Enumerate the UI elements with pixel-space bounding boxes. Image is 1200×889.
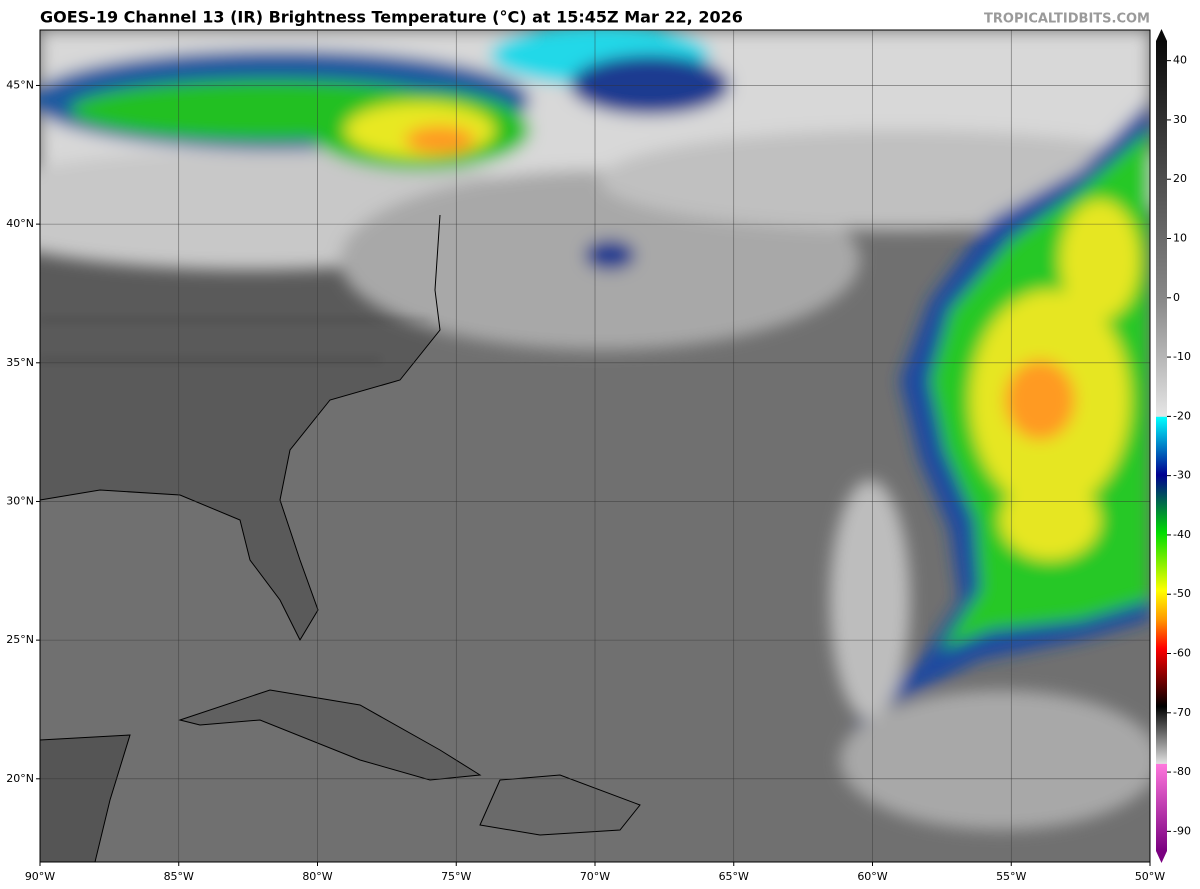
y-tick-label: 40°N: [6, 217, 34, 230]
map-title: GOES-19 Channel 13 (IR) Brightness Tempe…: [40, 8, 743, 27]
x-tick-label: 60°W: [857, 870, 887, 883]
x-tick-label: 85°W: [164, 870, 194, 883]
x-tick-label: 65°W: [719, 870, 749, 883]
colorbar-tick-label: 40: [1173, 54, 1187, 67]
credit: TROPICALTIDBITS.COM: [984, 12, 1150, 27]
satellite-imagery: [40, 30, 1150, 862]
colorbar-tick-label: 10: [1173, 232, 1187, 245]
y-tick-label: 20°N: [6, 772, 34, 785]
colorbar-extend-bottom: [1156, 851, 1167, 863]
colorbar-tick-label: -80: [1173, 765, 1191, 778]
y-tick-label: 45°N: [6, 78, 34, 91]
colorbar-tick-label: -60: [1173, 647, 1191, 660]
colorbar-tick-label: -70: [1173, 706, 1191, 719]
colorbar-tick-label: 30: [1173, 113, 1187, 126]
colorbar: 40 30 20 10 0 -10 -20 -30 -40 -50 -60 -70 -80 -90: [1156, 29, 1191, 863]
x-tick-label: 90°W: [25, 870, 55, 883]
colorbar-tick-label: -40: [1173, 528, 1191, 541]
colorbar-tick-label: -10: [1173, 350, 1191, 363]
colorbar-tick-label: 20: [1173, 172, 1187, 185]
colorbar-tick-label: -20: [1173, 409, 1191, 422]
colorbar-tick-label: -90: [1173, 824, 1191, 837]
y-tick-label: 35°N: [6, 356, 34, 369]
y-tick-label: 30°N: [6, 494, 34, 507]
x-tick-label: 70°W: [580, 870, 610, 883]
x-tick-label: 80°W: [302, 870, 332, 883]
colorbar-extend-top: [1156, 29, 1167, 41]
y-tick-label: 25°N: [6, 633, 34, 646]
x-tick-label: 55°W: [996, 870, 1026, 883]
x-tick-label: 75°W: [441, 870, 471, 883]
x-tick-label: 50°W: [1135, 870, 1165, 883]
colorbar-tick-label: -50: [1173, 587, 1191, 600]
colorbar-tick-label: 0: [1173, 291, 1180, 304]
colorbar-bar: [1156, 41, 1167, 851]
colorbar-tick-label: -30: [1173, 469, 1191, 482]
